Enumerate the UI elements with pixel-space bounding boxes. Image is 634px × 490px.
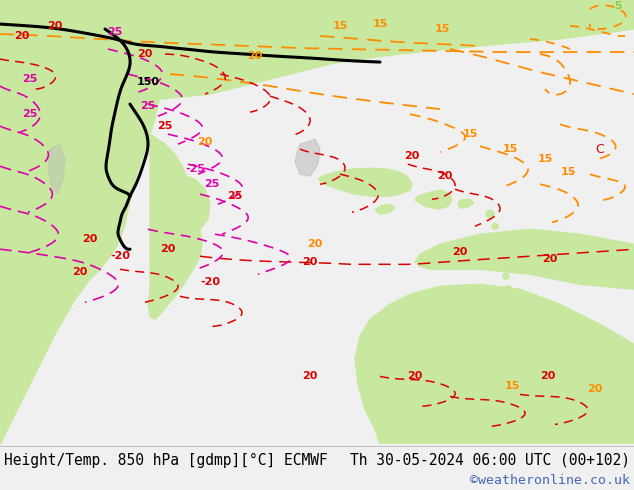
- Text: 15: 15: [502, 144, 518, 154]
- Text: 15: 15: [560, 167, 576, 177]
- Polygon shape: [415, 229, 634, 289]
- Text: ©weatheronline.co.uk: ©weatheronline.co.uk: [470, 474, 630, 487]
- Text: 20: 20: [302, 371, 318, 381]
- Circle shape: [499, 261, 505, 267]
- Text: 20: 20: [15, 31, 30, 41]
- Text: 20: 20: [72, 267, 87, 277]
- Text: Height/Temp. 850 hPa [gdmp][°C] ECMWF: Height/Temp. 850 hPa [gdmp][°C] ECMWF: [4, 453, 328, 468]
- Polygon shape: [355, 284, 634, 444]
- Text: 20: 20: [452, 247, 468, 257]
- Text: 15: 15: [372, 19, 387, 29]
- Polygon shape: [0, 0, 634, 116]
- Text: 25: 25: [157, 121, 172, 131]
- Circle shape: [486, 210, 494, 218]
- Polygon shape: [318, 168, 412, 196]
- Text: 20: 20: [407, 371, 423, 381]
- Text: 25: 25: [22, 74, 37, 84]
- Circle shape: [505, 286, 512, 293]
- Text: 20: 20: [82, 234, 98, 244]
- Polygon shape: [415, 190, 452, 209]
- Text: 15: 15: [332, 21, 347, 31]
- Circle shape: [503, 273, 509, 279]
- Text: 20: 20: [540, 371, 555, 381]
- Text: 15: 15: [537, 154, 553, 164]
- Circle shape: [495, 236, 501, 242]
- Circle shape: [492, 223, 498, 229]
- Text: 20: 20: [138, 49, 153, 59]
- Text: 5: 5: [614, 1, 622, 11]
- Text: 20: 20: [587, 384, 603, 394]
- Text: 20: 20: [437, 171, 453, 181]
- Text: 20: 20: [307, 239, 323, 249]
- Text: 25: 25: [204, 179, 220, 189]
- Polygon shape: [375, 204, 395, 214]
- Polygon shape: [522, 294, 538, 304]
- Text: 20: 20: [302, 257, 318, 267]
- Text: 20: 20: [160, 244, 176, 254]
- Text: 15: 15: [462, 129, 477, 139]
- Polygon shape: [295, 139, 320, 176]
- Text: C: C: [595, 143, 604, 156]
- Polygon shape: [148, 134, 202, 319]
- Polygon shape: [458, 199, 474, 208]
- Text: 15: 15: [434, 24, 450, 34]
- Polygon shape: [0, 0, 168, 444]
- Text: 20: 20: [404, 151, 420, 161]
- Text: -20: -20: [110, 251, 130, 261]
- Text: 15: 15: [504, 381, 520, 392]
- Text: 150: 150: [136, 77, 160, 87]
- Text: 25: 25: [107, 27, 123, 37]
- Text: 25: 25: [140, 101, 156, 111]
- Text: 20: 20: [542, 254, 558, 264]
- Text: 20: 20: [48, 21, 63, 31]
- Text: Th 30-05-2024 06:00 UTC (00+102): Th 30-05-2024 06:00 UTC (00+102): [350, 453, 630, 468]
- Circle shape: [496, 249, 503, 256]
- Text: 25: 25: [228, 191, 243, 201]
- Text: -20: -20: [200, 277, 220, 287]
- Text: 20: 20: [247, 51, 262, 61]
- Polygon shape: [48, 144, 65, 194]
- Text: -25: -25: [185, 164, 205, 174]
- Text: 20: 20: [197, 137, 212, 147]
- Polygon shape: [158, 174, 210, 229]
- Circle shape: [507, 299, 513, 305]
- Text: 25: 25: [22, 109, 37, 119]
